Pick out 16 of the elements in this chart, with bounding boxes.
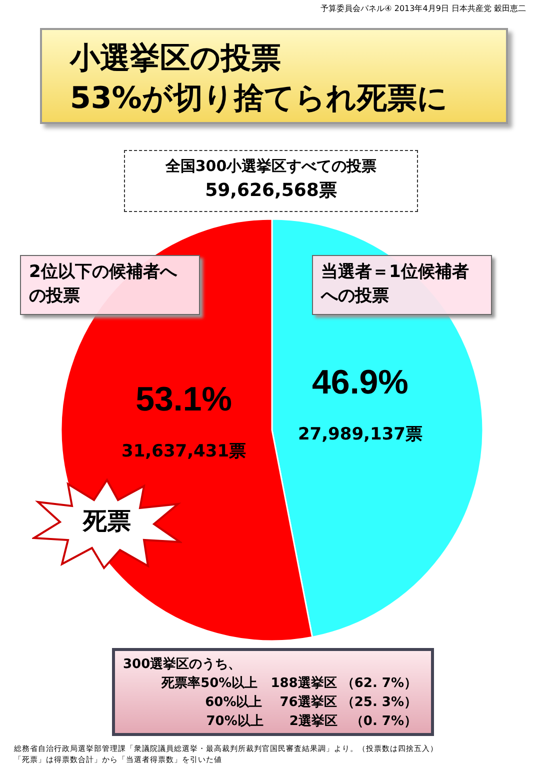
text: 予算委員会パネル④ 2013年4月9日 日本共産党 穀田恵二 <box>320 3 526 14</box>
text: 全国300小選挙区すべての投票 <box>164 157 378 176</box>
chart-subtitle: 53%が切り捨てられ死票に <box>70 80 448 118</box>
text: 46.9% <box>312 363 408 402</box>
chart-title: 小選挙区の投票 <box>70 40 281 78</box>
text: 53.1% <box>136 380 232 419</box>
slice-label: 2位以下の候補者への投票 <box>20 255 200 315</box>
text: 59,626,568票 <box>204 179 338 202</box>
text: 死票率50%以上 188選挙区 （62. 7%） <box>160 674 418 693</box>
text: 60%以上 76選挙区 （25. 3%） <box>204 694 418 712</box>
data-label: 31,637,431票 <box>122 442 246 462</box>
text: 70%以上 2選挙区 （0. 7%） <box>205 712 418 731</box>
text: 死票 <box>82 506 132 537</box>
slice-label: 当選者＝1位候補者への投票 <box>312 255 492 315</box>
text: 300選挙区のうち、 <box>123 656 242 674</box>
data-label: 27,989,137票 <box>298 424 422 444</box>
